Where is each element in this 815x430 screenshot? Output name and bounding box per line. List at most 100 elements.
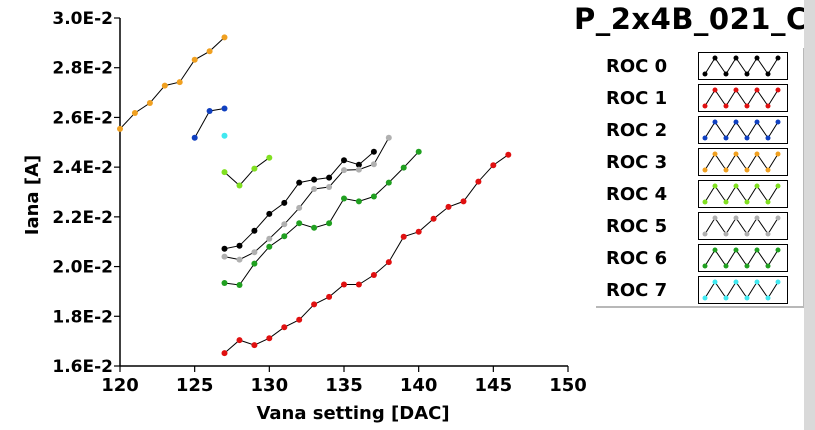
- legend-label: ROC 2: [606, 120, 668, 141]
- data-point: [400, 164, 407, 171]
- data-point: [251, 342, 258, 349]
- y-tick-label: 2.8E-2: [52, 59, 113, 79]
- data-point: [236, 242, 243, 249]
- x-tick-label: 135: [325, 375, 363, 396]
- y-tick-label: 2.0E-2: [52, 258, 113, 278]
- data-point: [355, 281, 362, 288]
- data-point: [460, 198, 467, 205]
- data-point: [221, 132, 228, 139]
- data-point: [281, 221, 288, 228]
- data-point: [221, 253, 228, 260]
- legend-label: ROC 0: [606, 56, 668, 77]
- data-point: [266, 235, 273, 242]
- data-point: [251, 249, 258, 256]
- legend-swatch: [698, 212, 788, 240]
- legend-swatch: [698, 84, 788, 112]
- data-point: [311, 176, 318, 183]
- data-point: [117, 125, 123, 132]
- legend-swatch-graphic: [702, 151, 781, 173]
- y-tick-label: 1.6E-2: [52, 357, 113, 377]
- data-point: [236, 182, 243, 189]
- legend-label: ROC 5: [606, 216, 668, 237]
- legend-label: ROC 3: [606, 152, 668, 173]
- data-point: [370, 161, 377, 168]
- legend-swatch-graphic: [702, 87, 781, 109]
- data-point: [445, 203, 452, 210]
- data-point: [341, 167, 347, 174]
- x-axis-label: Vana setting [DAC]: [256, 403, 449, 424]
- data-point: [311, 224, 318, 231]
- y-tick-label: 2.2E-2: [52, 208, 113, 228]
- data-point: [146, 100, 153, 106]
- data-point: [355, 198, 362, 205]
- legend-item: ROC 1: [594, 84, 794, 112]
- legend-label: ROC 7: [606, 280, 668, 301]
- data-point: [326, 220, 333, 227]
- data-point: [355, 166, 362, 173]
- series-roc-4: [221, 154, 273, 189]
- y-tick-label: 1.8E-2: [52, 307, 113, 327]
- data-point: [296, 204, 303, 211]
- series-line: [224, 157, 270, 187]
- legend-item: ROC 3: [594, 148, 794, 176]
- legend-item: ROC 2: [594, 116, 794, 144]
- data-point: [191, 56, 198, 63]
- legend-swatch: [698, 52, 788, 80]
- data-point: [326, 184, 333, 190]
- data-point: [221, 280, 228, 286]
- data-point: [251, 227, 258, 234]
- legend-swatch: [698, 116, 788, 144]
- data-point: [176, 79, 183, 86]
- series-line: [224, 154, 509, 354]
- legend-item: ROC 6: [594, 244, 794, 272]
- data-point: [191, 134, 198, 141]
- data-point: [236, 337, 243, 344]
- scrollbar[interactable]: [804, 0, 815, 430]
- data-point: [311, 301, 318, 308]
- legend-swatch-graphic: [702, 119, 781, 141]
- x-tick-label: 125: [176, 375, 214, 396]
- data-point: [415, 228, 422, 235]
- legend-label: ROC 1: [606, 88, 668, 109]
- data-point: [266, 210, 273, 217]
- data-point: [415, 148, 422, 155]
- legend-swatch-graphic: [702, 215, 781, 237]
- data-point: [326, 293, 333, 300]
- series-roc-0: [221, 148, 377, 252]
- data-point: [221, 34, 228, 41]
- data-point: [296, 316, 303, 323]
- data-point: [385, 259, 392, 266]
- y-axis-label: Iana [A]: [22, 155, 43, 235]
- data-point: [475, 178, 482, 185]
- legend-swatch-graphic: [702, 183, 781, 205]
- legend-label: ROC 6: [606, 248, 668, 269]
- series-roc-7: [221, 132, 228, 139]
- data-point: [281, 324, 288, 331]
- x-tick-label: 120: [101, 375, 139, 396]
- data-point: [131, 110, 138, 116]
- legend-swatch: [698, 148, 788, 176]
- data-point: [161, 82, 168, 89]
- data-point: [355, 161, 362, 168]
- data-point: [370, 272, 377, 278]
- x-tick-label: 130: [251, 375, 289, 396]
- data-point: [221, 105, 228, 112]
- series-roc-2: [191, 105, 228, 141]
- data-point: [341, 157, 347, 164]
- data-point: [400, 233, 407, 240]
- x-tick-label: 145: [475, 375, 513, 396]
- data-point: [296, 220, 303, 227]
- data-point: [430, 215, 437, 222]
- legend-label: ROC 4: [606, 184, 668, 205]
- data-point: [266, 243, 273, 250]
- legend-swatch-graphic: [702, 279, 781, 301]
- legend-swatch: [698, 244, 788, 272]
- data-point: [341, 195, 347, 202]
- data-point: [206, 108, 213, 114]
- data-point: [206, 48, 213, 55]
- data-point: [281, 199, 288, 206]
- legend-item: ROC 5: [594, 212, 794, 240]
- x-tick-label: 140: [400, 375, 438, 396]
